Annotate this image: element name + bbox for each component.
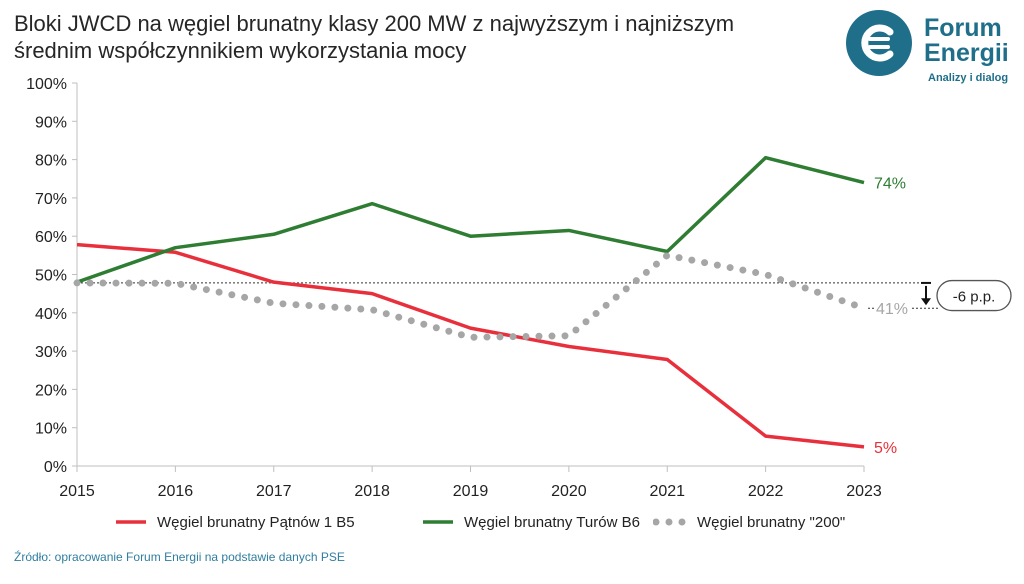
chart-legend: Węgiel brunatny Pątnów 1 B5 Węgiel brunat…: [0, 510, 1024, 534]
legend-label-3: Węgiel brunatny "200": [697, 513, 846, 531]
forum-energii-logo: Forum Energii Analizy i dialog: [846, 8, 1016, 88]
x-tick-label: 2018: [354, 483, 390, 500]
y-tick-label: 60%: [35, 229, 67, 246]
legend-item-2: Węgiel brunatny Turów B6: [420, 510, 640, 534]
y-tick-label: 10%: [35, 421, 67, 438]
x-tick-label: 2021: [649, 483, 685, 500]
series-line-2: [76, 155, 865, 284]
source-note: Źródło: opracowanie Forum Energii na pod…: [14, 550, 345, 564]
chart-title: Bloki JWCD na węgiel brunatny klasy 200 …: [14, 11, 735, 63]
legend-label-2: Węgiel brunatny Turów B6: [464, 513, 640, 531]
y-tick-label: 40%: [35, 306, 67, 323]
series-end-label-2: 74%: [874, 176, 906, 193]
delta-label: -6 p.p.: [953, 289, 996, 306]
y-tick-label: 70%: [35, 191, 67, 208]
delta-arrow-head: [921, 298, 931, 306]
y-tick-label: 100%: [26, 76, 67, 93]
legend-item-1: Węgiel brunatny Pątnów 1 B5: [113, 510, 355, 534]
x-tick-label: 2023: [846, 483, 882, 500]
series-line-3: [73, 251, 868, 341]
legend-item-3: Węgiel brunatny "200": [653, 510, 845, 534]
y-tick-label: 30%: [35, 344, 67, 361]
y-tick-label: 0%: [44, 459, 67, 476]
x-tick-label: 2017: [256, 483, 292, 500]
legend-swatch-2: [423, 520, 453, 524]
series-end-label-1: 5%: [874, 440, 897, 457]
y-tick-label: 20%: [35, 382, 67, 399]
delta-label-bubble: [936, 279, 1012, 312]
y-tick-label: 50%: [35, 268, 67, 285]
y-tick-label: 90%: [35, 114, 67, 131]
x-tick-label: 2015: [59, 483, 95, 500]
forum-energii-logo-icon: [846, 10, 912, 76]
x-tick-label: 2020: [551, 483, 587, 500]
legend-swatch-1: [116, 520, 146, 524]
x-tick-label: 2022: [748, 483, 784, 500]
legend-label-1: Węgiel brunatny Pątnów 1 B5: [157, 513, 355, 531]
series-line-1: [76, 242, 865, 449]
logo-name-line2: Energii: [924, 39, 1009, 67]
y-tick-label: 80%: [35, 153, 67, 170]
x-tick-label: 2019: [453, 483, 489, 500]
line-chart: 0% 10% 20% 30% 40% 50% 60% 70% 80% 90% 100% 2015 201…: [26, 76, 1012, 500]
logo-tagline: Analizy i dialog: [928, 72, 1009, 84]
logo-name-line1: Forum: [924, 14, 1002, 42]
x-tick-label: 2016: [158, 483, 194, 500]
legend-swatch-3: [653, 518, 689, 526]
series-end-label-3: 41%: [876, 301, 908, 318]
